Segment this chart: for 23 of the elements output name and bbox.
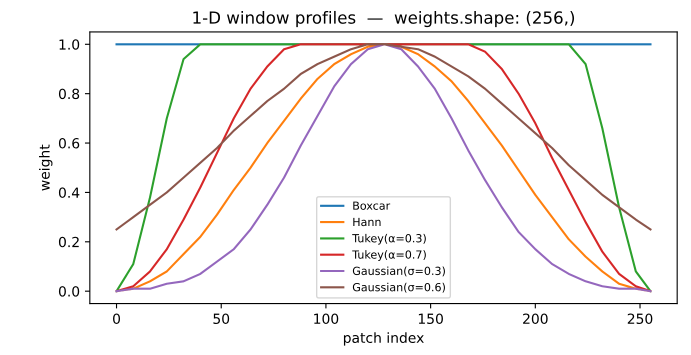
- x-axis-title: patch index: [344, 332, 424, 346]
- legend-label: Tukey(α=0.7): [352, 250, 426, 261]
- y-tick-label: 1.0: [60, 39, 80, 50]
- y-tick-label: 0.4: [58, 187, 80, 198]
- legend-label: Hann: [353, 218, 381, 226]
- line-series: [115, 43, 652, 231]
- x-tick-label: 0: [113, 313, 120, 324]
- y-tick-label: 0.6: [58, 138, 80, 149]
- y-tick-label: 0.0: [58, 286, 80, 297]
- x-tick-label: 150: [418, 313, 443, 324]
- legend-label: Gaussian(σ=0.6): [352, 282, 445, 293]
- chart-title: 1-D window profiles — weights.shape: (256,): [193, 10, 574, 28]
- y-axis-title: weight: [39, 144, 52, 191]
- x-tick-label: 50: [213, 313, 230, 324]
- legend-label: Boxcar: [353, 202, 390, 210]
- line-series: [115, 43, 652, 292]
- x-tick-label: 250: [628, 313, 652, 324]
- legend-label: Tukey(α=0.3): [352, 234, 426, 245]
- x-tick-label: 100: [314, 313, 338, 324]
- x-tick-label: 200: [523, 313, 548, 324]
- legend-label: Gaussian(σ=0.3): [352, 266, 445, 276]
- y-tick-label: 0.8: [58, 88, 80, 100]
- y-tick-label: 0.2: [58, 236, 79, 248]
